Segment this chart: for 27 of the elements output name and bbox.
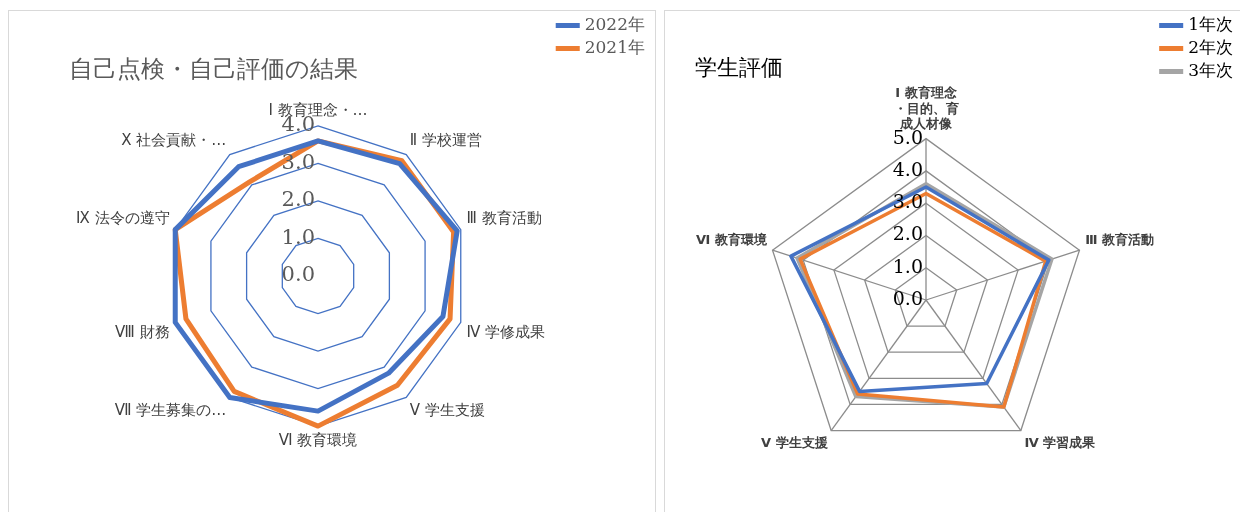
y-tick-label: 4.0	[892, 157, 923, 180]
y-tick-label: 0.0	[281, 262, 315, 287]
y-tick-label: 2.0	[892, 222, 923, 245]
spoke-label: Ⅱ 学校運営	[409, 130, 482, 149]
text: 自己点検・自己評価の結果	[69, 54, 358, 83]
y-tick-label: 0.0	[892, 286, 923, 309]
spoke-label: Ⅲ 教育活動	[1085, 231, 1155, 247]
spoke-label: Ⅹ 社会貢献・…	[121, 130, 227, 149]
spoke-label: Ⅴ 学生支援	[409, 401, 485, 420]
spoke-label: Ⅳ 学修成果	[466, 323, 546, 342]
spoke-label: Ⅵ 教育環境	[695, 231, 768, 247]
spoke-label: Ⅶ 学生募集の…	[114, 401, 227, 420]
legend-label: 2021年	[584, 36, 645, 57]
spoke-label: Ⅷ 財務	[115, 323, 170, 342]
spoke-label: Ⅲ 教育活動	[466, 208, 542, 227]
text: 学生評価	[695, 54, 783, 80]
legend-label: 2年次	[1188, 36, 1234, 57]
legend-label: 2022年	[584, 13, 645, 34]
legend-label: 1年次	[1188, 13, 1234, 34]
spoke-label: Ⅳ 学習成果	[1024, 434, 1097, 450]
y-tick-label: 2.0	[281, 187, 315, 212]
spoke-label: Ⅸ 法令の遵守	[76, 208, 170, 227]
spoke-label: Ⅵ 教育環境	[278, 431, 358, 449]
y-tick-label: 1.0	[281, 224, 315, 249]
legend-label: 3年次	[1188, 59, 1234, 80]
y-tick-label: 1.0	[892, 254, 923, 277]
spoke-label: Ⅴ 学生支援	[761, 434, 828, 450]
